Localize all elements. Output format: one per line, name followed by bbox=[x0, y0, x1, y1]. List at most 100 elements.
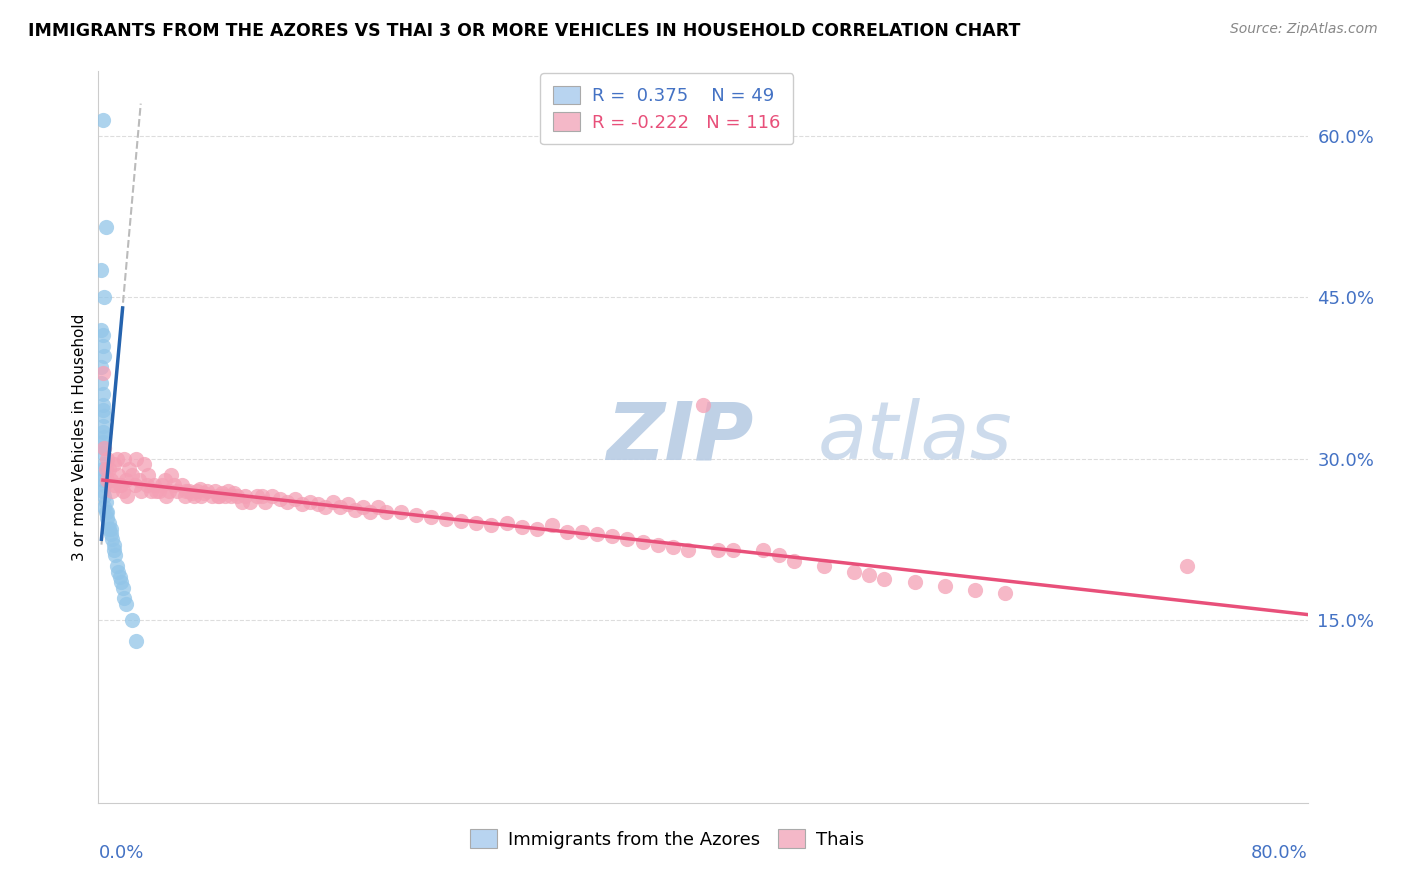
Point bbox=[91, 446, 114, 460]
Point bbox=[188, 482, 211, 496]
Point bbox=[90, 263, 112, 277]
Point bbox=[132, 457, 155, 471]
Point bbox=[100, 527, 122, 541]
Y-axis label: 3 or more Vehicles in Household: 3 or more Vehicles in Household bbox=[72, 313, 87, 561]
Point bbox=[98, 521, 121, 535]
Point bbox=[783, 554, 806, 568]
Point bbox=[125, 451, 148, 466]
Point bbox=[299, 494, 322, 508]
Point bbox=[904, 575, 927, 590]
Point bbox=[91, 419, 114, 434]
Point bbox=[93, 500, 115, 514]
Point bbox=[190, 489, 212, 503]
Point bbox=[768, 549, 790, 563]
Point bbox=[1175, 559, 1198, 574]
Point bbox=[128, 473, 150, 487]
Point bbox=[148, 483, 170, 498]
Point bbox=[145, 483, 167, 498]
Point bbox=[934, 578, 956, 592]
Point bbox=[93, 350, 115, 364]
Point bbox=[360, 505, 382, 519]
Point bbox=[174, 483, 197, 498]
Point bbox=[586, 527, 609, 541]
Point bbox=[108, 570, 131, 584]
Point bbox=[858, 567, 880, 582]
Text: 0.0%: 0.0% bbox=[98, 845, 143, 863]
Point bbox=[103, 457, 125, 471]
Point bbox=[253, 494, 276, 508]
Point bbox=[465, 516, 488, 530]
Point bbox=[94, 462, 117, 476]
Point bbox=[94, 220, 117, 235]
Point bbox=[96, 505, 118, 519]
Point bbox=[103, 478, 125, 492]
Point bbox=[495, 516, 517, 530]
Point bbox=[112, 591, 135, 606]
Point bbox=[510, 520, 533, 534]
Point bbox=[214, 489, 236, 503]
Point bbox=[114, 473, 136, 487]
Point bbox=[93, 489, 115, 503]
Point bbox=[217, 483, 239, 498]
Point bbox=[616, 533, 638, 547]
Point bbox=[723, 543, 745, 558]
Point bbox=[110, 575, 132, 590]
Point bbox=[159, 483, 181, 498]
Point bbox=[344, 503, 367, 517]
Point bbox=[193, 486, 215, 500]
Point bbox=[389, 505, 412, 519]
Point bbox=[96, 451, 118, 466]
Point bbox=[93, 457, 115, 471]
Point bbox=[221, 489, 243, 503]
Point bbox=[246, 489, 269, 503]
Point bbox=[91, 366, 114, 380]
Point bbox=[94, 494, 117, 508]
Point bbox=[276, 494, 298, 508]
Point bbox=[101, 483, 124, 498]
Point bbox=[91, 462, 114, 476]
Point bbox=[93, 290, 115, 304]
Point bbox=[179, 483, 201, 498]
Point bbox=[160, 467, 183, 482]
Point bbox=[224, 486, 246, 500]
Point bbox=[93, 478, 115, 492]
Point bbox=[676, 543, 699, 558]
Point bbox=[329, 500, 352, 514]
Point bbox=[526, 521, 548, 535]
Point bbox=[103, 538, 125, 552]
Point bbox=[125, 634, 148, 648]
Point bbox=[555, 524, 578, 539]
Point bbox=[91, 398, 114, 412]
Point bbox=[873, 572, 896, 586]
Text: IMMIGRANTS FROM THE AZORES VS THAI 3 OR MORE VEHICLES IN HOUSEHOLD CORRELATION C: IMMIGRANTS FROM THE AZORES VS THAI 3 OR … bbox=[28, 22, 1021, 40]
Point bbox=[250, 489, 273, 503]
Point bbox=[307, 497, 329, 511]
Point bbox=[91, 473, 114, 487]
Text: ZIP: ZIP bbox=[606, 398, 754, 476]
Point bbox=[231, 494, 253, 508]
Point bbox=[135, 478, 157, 492]
Point bbox=[173, 489, 195, 503]
Point bbox=[91, 483, 114, 498]
Point bbox=[211, 486, 233, 500]
Point bbox=[118, 462, 141, 476]
Point bbox=[166, 483, 188, 498]
Point bbox=[93, 441, 115, 455]
Point bbox=[322, 494, 344, 508]
Point bbox=[143, 478, 166, 492]
Point bbox=[103, 543, 125, 558]
Text: atlas: atlas bbox=[818, 398, 1012, 476]
Point bbox=[450, 514, 472, 528]
Point bbox=[571, 524, 593, 539]
Point bbox=[269, 492, 291, 507]
Point bbox=[195, 483, 218, 498]
Point bbox=[707, 543, 730, 558]
Point bbox=[105, 559, 128, 574]
Point bbox=[91, 425, 114, 439]
Point bbox=[91, 338, 114, 352]
Point bbox=[994, 586, 1017, 600]
Point bbox=[104, 549, 127, 563]
Point bbox=[201, 489, 224, 503]
Point bbox=[93, 409, 115, 423]
Text: 80.0%: 80.0% bbox=[1251, 845, 1308, 863]
